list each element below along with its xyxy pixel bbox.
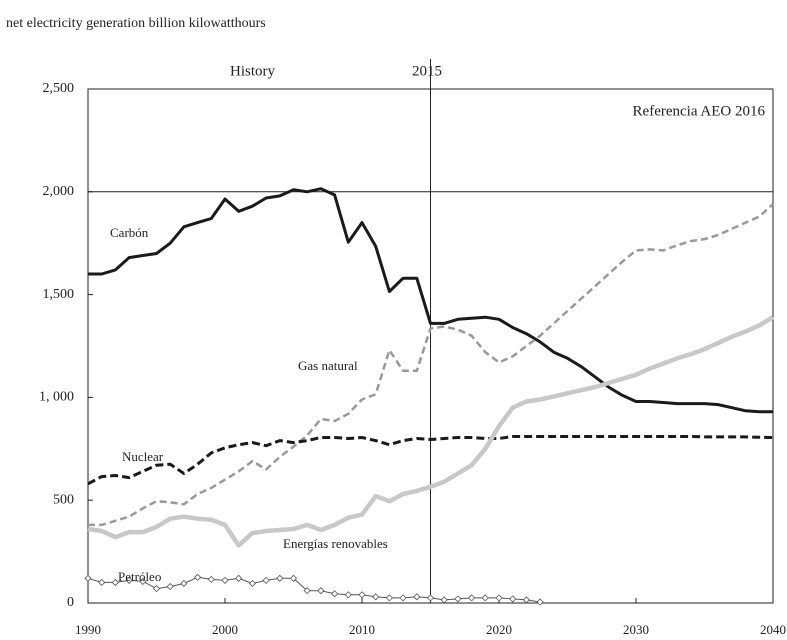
point-marker	[303, 587, 311, 595]
point-marker	[289, 574, 298, 582]
point-marker	[262, 576, 270, 584]
point-marker	[152, 585, 161, 593]
series-label: Petróleo	[118, 569, 161, 584]
series-label: Nuclear	[122, 449, 164, 464]
point-marker	[207, 575, 215, 583]
x-tick-label: 2030	[623, 622, 649, 637]
point-marker	[372, 593, 380, 601]
point-marker	[385, 594, 393, 602]
annotation: History	[230, 63, 276, 79]
annotation: 2015	[412, 63, 442, 79]
series-line	[87, 576, 541, 603]
y-tick-label: 0	[67, 595, 74, 610]
point-marker	[454, 595, 462, 603]
point-marker	[125, 576, 133, 584]
x-tick-label: 2020	[486, 622, 512, 637]
point-marker	[276, 574, 284, 582]
point-marker	[536, 598, 544, 606]
x-tick-label: 2000	[212, 622, 238, 637]
point-marker	[139, 577, 147, 585]
x-tick-label: 1990	[75, 622, 101, 637]
x-tick-label: 2040	[760, 622, 786, 637]
series-line	[87, 315, 775, 548]
point-marker	[522, 596, 530, 604]
point-marker	[509, 595, 517, 603]
point-marker	[84, 574, 92, 582]
point-marker	[495, 594, 503, 602]
chart-title: net electricity generation billion kilow…	[6, 16, 266, 31]
point-marker	[98, 578, 106, 587]
point-marker	[194, 573, 202, 581]
point-marker	[331, 590, 339, 598]
series-line	[88, 187, 773, 414]
y-tick-label: 2,000	[43, 184, 75, 199]
point-marker	[481, 594, 489, 602]
point-marker	[344, 591, 352, 599]
y-tick-label: 1, 000	[39, 390, 74, 405]
annotation: Referencia AEO 2016	[633, 103, 766, 119]
y-tick-label: 2,500	[43, 81, 75, 96]
point-marker	[111, 578, 119, 587]
point-marker	[358, 591, 366, 599]
y-tick-label: 1,500	[43, 287, 75, 302]
point-marker	[317, 587, 325, 595]
point-marker	[426, 594, 435, 602]
point-marker	[166, 582, 174, 591]
point-marker	[413, 593, 421, 601]
series-label: Energías renovables	[283, 536, 388, 551]
point-marker	[440, 596, 448, 604]
point-marker	[399, 594, 407, 602]
point-marker	[180, 579, 188, 588]
x-tick-label: 2010	[349, 622, 375, 637]
series-label: Gas natural	[298, 358, 358, 373]
point-marker	[221, 576, 229, 584]
series-line	[88, 203, 774, 527]
point-marker	[468, 594, 476, 602]
series-label: Carbón	[110, 225, 149, 240]
y-tick-label: 500	[53, 492, 74, 507]
series-line	[87, 435, 774, 486]
point-marker	[235, 574, 243, 582]
point-marker	[248, 579, 256, 588]
